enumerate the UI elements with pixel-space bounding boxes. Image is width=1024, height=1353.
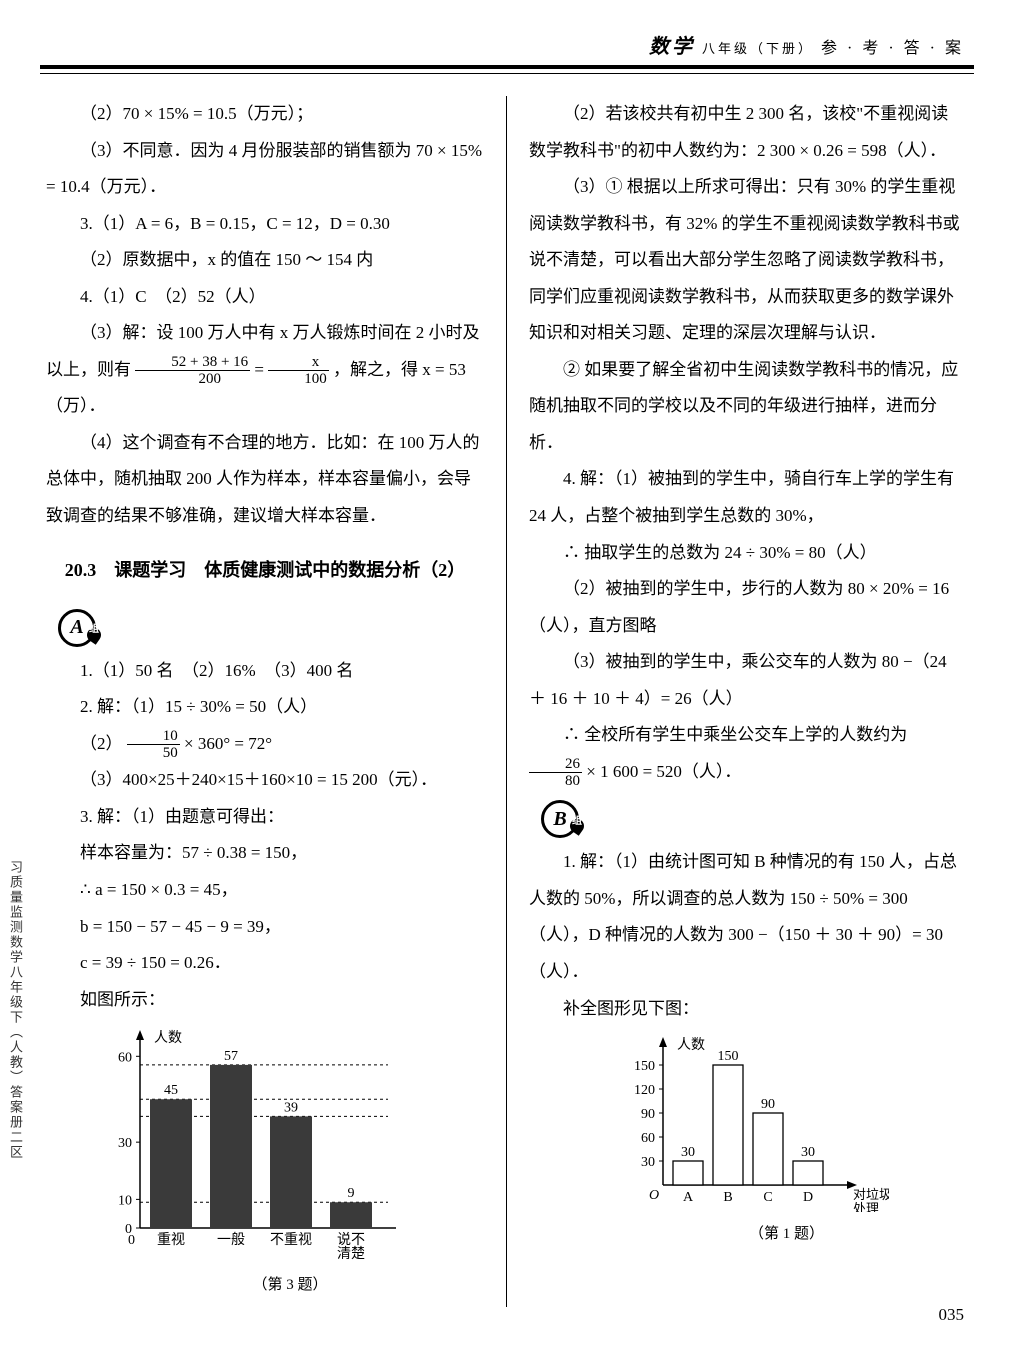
svg-text:处理: 处理 bbox=[853, 1201, 879, 1212]
text: 4. 解：（1）被抽到的学生中，骑自行车上学的学生有 24 人，占整个被抽到学生… bbox=[529, 461, 964, 534]
rule-thin bbox=[40, 73, 974, 74]
svg-text:30: 30 bbox=[681, 1145, 695, 1160]
svg-text:30: 30 bbox=[801, 1145, 815, 1160]
grade: 八年级（下册） bbox=[702, 41, 814, 56]
text: ∴ 抽取学生的总数为 24 ÷ 30% = 80（人） bbox=[529, 535, 964, 572]
svg-text:30: 30 bbox=[118, 1136, 132, 1151]
text: ∴ 全校所有学生中乘坐公交车上学的人数约为 2680 × 1 600 = 520… bbox=[529, 717, 964, 790]
text: （2）若该校共有初中生 2 300 名，该校"不重视阅读数学教科书"的初中人数约… bbox=[529, 96, 964, 169]
svg-text:一般: 一般 bbox=[217, 1232, 245, 1248]
text: 1.（1）50 名 （2）16% （3）400 名 bbox=[46, 653, 484, 690]
svg-text:60: 60 bbox=[641, 1131, 655, 1146]
svg-text:120: 120 bbox=[634, 1083, 655, 1098]
svg-text:90: 90 bbox=[761, 1097, 775, 1112]
text: （2）原数据中，x 的值在 150 ～ 154 内 bbox=[46, 242, 484, 279]
text: b = 150 − 57 − 45 − 9 = 39， bbox=[46, 909, 484, 946]
text: （2） 1050 × 360° = 72° bbox=[46, 726, 484, 763]
svg-text:57: 57 bbox=[224, 1049, 238, 1064]
column-right: （2）若该校共有初中生 2 300 名，该校"不重视阅读数学教科书"的初中人数约… bbox=[507, 96, 974, 1307]
svg-text:重视: 重视 bbox=[157, 1232, 185, 1248]
text: 补全图形见下图： bbox=[529, 991, 964, 1028]
section-label: 参 · 考 · 答 · 案 bbox=[821, 40, 964, 57]
subject: 数学 bbox=[649, 36, 695, 58]
text: 3.（1）A = 6，B = 0.15，C = 12，D = 0.30 bbox=[46, 206, 484, 243]
text: 样本容量为：57 ÷ 0.38 = 150， bbox=[46, 835, 484, 872]
text: （2）70 × 15% = 10.5（万元）； bbox=[46, 96, 484, 133]
fraction: 52 + 38 + 16200 bbox=[135, 354, 250, 388]
fraction: x100 bbox=[268, 354, 329, 388]
text: （3）被抽到的学生中，乘公交车的人数为 80 −（24 ＋ 16 ＋ 10 ＋ … bbox=[529, 644, 964, 717]
fraction: 2680 bbox=[529, 756, 582, 790]
text: 1. 解：（1）由统计图可知 B 种情况的有 150 人，占总人数的 50%，所… bbox=[529, 844, 964, 990]
svg-text:清楚: 清楚 bbox=[337, 1246, 365, 1262]
page-header: 数学 八年级（下册） 参 · 考 · 答 · 案 bbox=[40, 30, 974, 59]
bar-chart: 30 60 90 120 150 人数 O 30 A 150 B 90 C 30 D 对垃圾的处理 bbox=[609, 1037, 889, 1212]
svg-text:不重视: 不重视 bbox=[270, 1232, 312, 1248]
text: 3. 解：（1）由题意可得出： bbox=[46, 799, 484, 836]
group-a-badge: A组 bbox=[58, 609, 96, 647]
svg-text:0: 0 bbox=[128, 1233, 135, 1248]
chart-caption: （第 3 题） bbox=[96, 1269, 484, 1301]
svg-text:150: 150 bbox=[634, 1059, 655, 1074]
text: ∴ a = 150 × 0.3 = 45， bbox=[46, 872, 484, 909]
page-number: 035 bbox=[939, 1305, 965, 1325]
spine-text: 习质量监测数学八年级下（人教）答案册二区 bbox=[6, 860, 25, 1160]
svg-text:D: D bbox=[803, 1190, 813, 1205]
fraction: 1050 bbox=[127, 728, 180, 762]
svg-text:说不: 说不 bbox=[337, 1232, 365, 1248]
svg-text:A: A bbox=[683, 1190, 694, 1205]
svg-text:39: 39 bbox=[284, 1101, 298, 1116]
svg-text:60: 60 bbox=[118, 1051, 132, 1066]
text: 4.（1）C （2）52（人） bbox=[46, 279, 484, 316]
svg-text:B: B bbox=[723, 1190, 732, 1205]
text: （4）这个调查有不合理的地方．比如：在 100 万人的总体中，随机抽取 200 … bbox=[46, 425, 484, 535]
svg-text:10: 10 bbox=[118, 1194, 132, 1209]
svg-text:人数: 人数 bbox=[677, 1037, 705, 1053]
text: ② 如果要了解全省初中生阅读数学教科书的情况，应随机抽取不同的学校以及不同的年级… bbox=[529, 352, 964, 462]
chart-caption: （第 1 题） bbox=[609, 1218, 964, 1250]
svg-text:150: 150 bbox=[718, 1049, 739, 1064]
text: （3）不同意．因为 4 月份服装部的销售额为 70 × 15% = 10.4（万… bbox=[46, 133, 484, 206]
svg-text:45: 45 bbox=[164, 1083, 178, 1098]
svg-text:人数: 人数 bbox=[154, 1030, 182, 1046]
text: c = 39 ÷ 150 = 0.26． bbox=[46, 945, 484, 982]
text: （3）400×25＋240×15＋160×10 = 15 200（元）． bbox=[46, 762, 484, 799]
text: （3）① 根据以上所求可得出：只有 30% 的学生重视阅读数学教科书，有 32%… bbox=[529, 169, 964, 352]
text: 如图所示： bbox=[46, 982, 484, 1019]
group-b-badge: B组 bbox=[541, 800, 579, 838]
section-title: 20.3 课题学习 体质健康测试中的数据分析（2） bbox=[46, 553, 484, 587]
text: 2. 解：（1）15 ÷ 30% = 50（人） bbox=[46, 689, 484, 726]
column-left: （2）70 × 15% = 10.5（万元）； （3）不同意．因为 4 月份服装… bbox=[40, 96, 507, 1307]
svg-text:90: 90 bbox=[641, 1107, 655, 1122]
svg-text:C: C bbox=[763, 1190, 772, 1205]
rule-thick bbox=[40, 65, 974, 69]
svg-text:O: O bbox=[649, 1188, 659, 1203]
svg-text:对垃圾的: 对垃圾的 bbox=[853, 1187, 889, 1202]
chart-q1: 30 60 90 120 150 人数 O 30 A 150 B 90 C 30 D 对垃圾的处理 （第 1 … bbox=[609, 1037, 964, 1250]
bar-chart: 0103060人数045重视57一般39不重视9说不清楚类别 bbox=[96, 1028, 396, 1263]
text: （2）被抽到的学生中，步行的人数为 80 × 20% = 16（人），直方图略 bbox=[529, 571, 964, 644]
chart-q3: 0103060人数045重视57一般39不重视9说不清楚类别 （第 3 题） bbox=[96, 1028, 484, 1301]
text: （3）解：设 100 万人中有 x 万人锻炼时间在 2 小时及以上，则有 52 … bbox=[46, 315, 484, 425]
svg-text:30: 30 bbox=[641, 1155, 655, 1170]
svg-text:9: 9 bbox=[348, 1186, 355, 1201]
